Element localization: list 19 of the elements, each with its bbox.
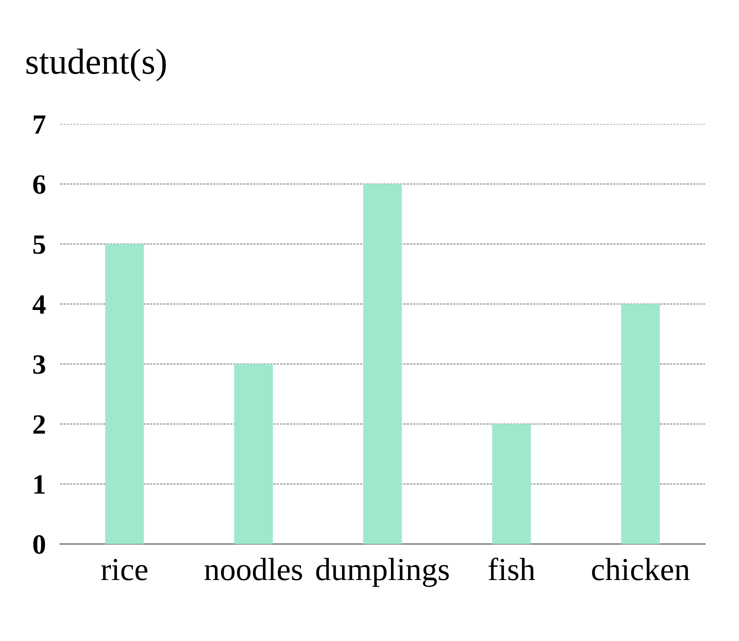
bar	[363, 184, 402, 544]
x-tick-label: fish	[488, 558, 536, 580]
y-tick-label: 4	[32, 295, 46, 314]
y-tick-label: 1	[34, 475, 45, 494]
bar	[492, 424, 531, 544]
y-tick-label: 3	[33, 355, 46, 374]
bar	[105, 244, 144, 544]
y-tick-label: 2	[33, 415, 45, 434]
y-tick-label: 6	[33, 175, 46, 194]
x-tick-label: rice	[101, 558, 148, 580]
y-tick-label: 0	[33, 535, 46, 554]
y-axis-title: student(s)	[26, 48, 166, 82]
bar	[234, 364, 273, 544]
x-tick-label: noodles	[204, 558, 302, 580]
y-tick-label: 7	[34, 115, 46, 134]
x-tick-label: chicken	[592, 558, 690, 580]
x-tick-label: dumplings	[316, 558, 449, 587]
bar	[621, 304, 660, 544]
y-tick-label: 5	[33, 235, 46, 254]
